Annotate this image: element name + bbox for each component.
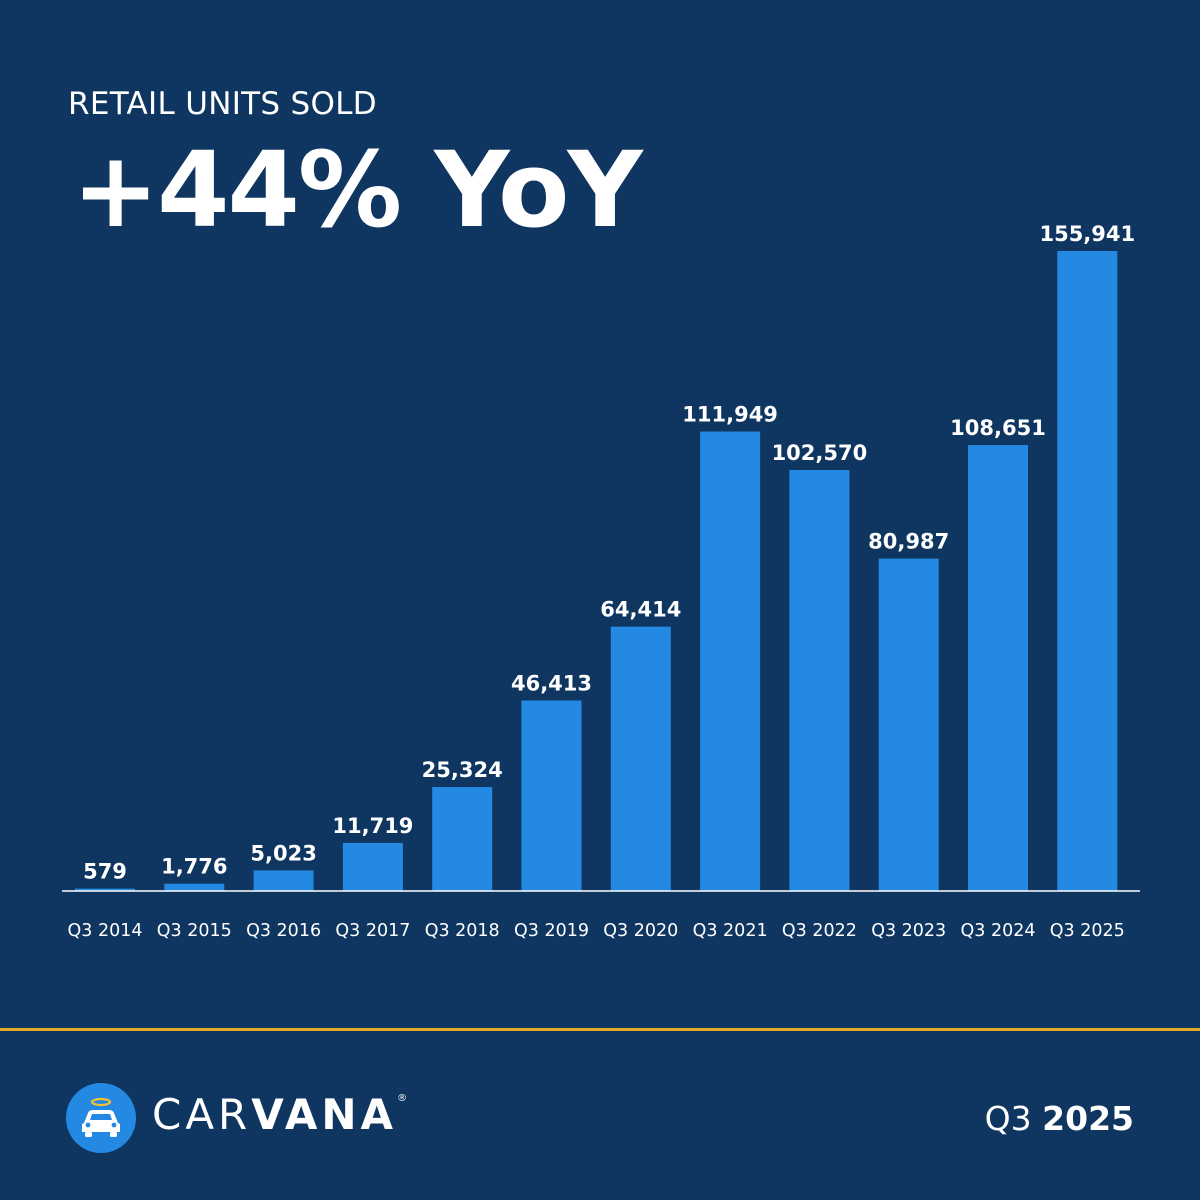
bar-q3-2024	[968, 445, 1028, 891]
x-tick-label: Q3 2017	[335, 921, 410, 941]
footer-divider	[0, 1028, 1200, 1031]
registered-mark: ®	[397, 1093, 408, 1104]
x-tick-label: Q3 2014	[67, 921, 142, 941]
x-tick-label: Q3 2019	[514, 921, 589, 941]
car-with-halo-icon	[66, 1083, 136, 1153]
labels-group: 579 1,776 5,023 11,719 25,324 46,413 64,414 111…	[83, 222, 1135, 884]
bar-value-label: 5,023	[250, 841, 316, 865]
x-tick-label: Q3 2022	[782, 921, 857, 941]
x-tick-label: Q3 2020	[603, 921, 678, 941]
bar-value-label: 111,949	[682, 403, 778, 427]
bar-value-label: 46,413	[511, 672, 592, 696]
x-tick-label: Q3 2018	[425, 921, 500, 941]
bar-q3-2025	[1057, 251, 1118, 891]
bar-value-label: 155,941	[1039, 222, 1135, 246]
bar-value-label: 80,987	[868, 530, 949, 554]
bar-value-label: 1,776	[161, 855, 227, 879]
x-tick-label: Q3 2024	[960, 921, 1035, 941]
chart-subtitle: RETAIL UNITS SOLD	[68, 86, 377, 122]
bar-chart: 579 1,776 5,023 11,719 25,324 46,413 64,414 111…	[62, 222, 1140, 941]
bar-q3-2021	[700, 431, 761, 891]
x-tick-label: Q3 2015	[157, 921, 232, 941]
bar-value-label: 102,570	[772, 441, 868, 465]
ticks-group: Q3 2014 Q3 2015 Q3 2016 Q3 2017 Q3 2018 Q3 20…	[67, 921, 1124, 941]
bar-value-label: 108,651	[950, 416, 1046, 440]
bar-q3-2019	[521, 700, 582, 891]
period-year: 2025	[1042, 1099, 1134, 1138]
x-tick-label: Q3 2025	[1050, 921, 1125, 941]
bar-q3-2018	[432, 787, 493, 891]
bar-q3-2015	[164, 883, 225, 891]
bar-q3-2020	[610, 626, 671, 891]
wordmark-light: CAR	[152, 1090, 252, 1139]
bar-value-label: 579	[83, 860, 127, 884]
wordmark-bold: VANA	[251, 1090, 398, 1139]
x-tick-label: Q3 2021	[693, 921, 768, 941]
bar-q3-2022	[789, 470, 850, 891]
carvana-wordmark: CARVANA®	[152, 1094, 407, 1136]
bar-value-label: 11,719	[332, 814, 413, 838]
period-quarter: Q3	[984, 1099, 1032, 1138]
bar-q3-2017	[342, 842, 403, 891]
bar-value-label: 64,414	[600, 598, 681, 622]
bars-group	[75, 251, 1118, 891]
headline-yoy: +44% YoY	[72, 129, 643, 251]
x-tick-label: Q3 2023	[871, 921, 946, 941]
x-tick-label: Q3 2016	[246, 921, 321, 941]
bar-q3-2014	[75, 888, 135, 891]
bar-q3-2023	[878, 558, 939, 891]
report-period: Q3 2025	[985, 1102, 1134, 1135]
bar-q3-2016	[253, 870, 314, 891]
bar-value-label: 25,324	[422, 758, 503, 782]
